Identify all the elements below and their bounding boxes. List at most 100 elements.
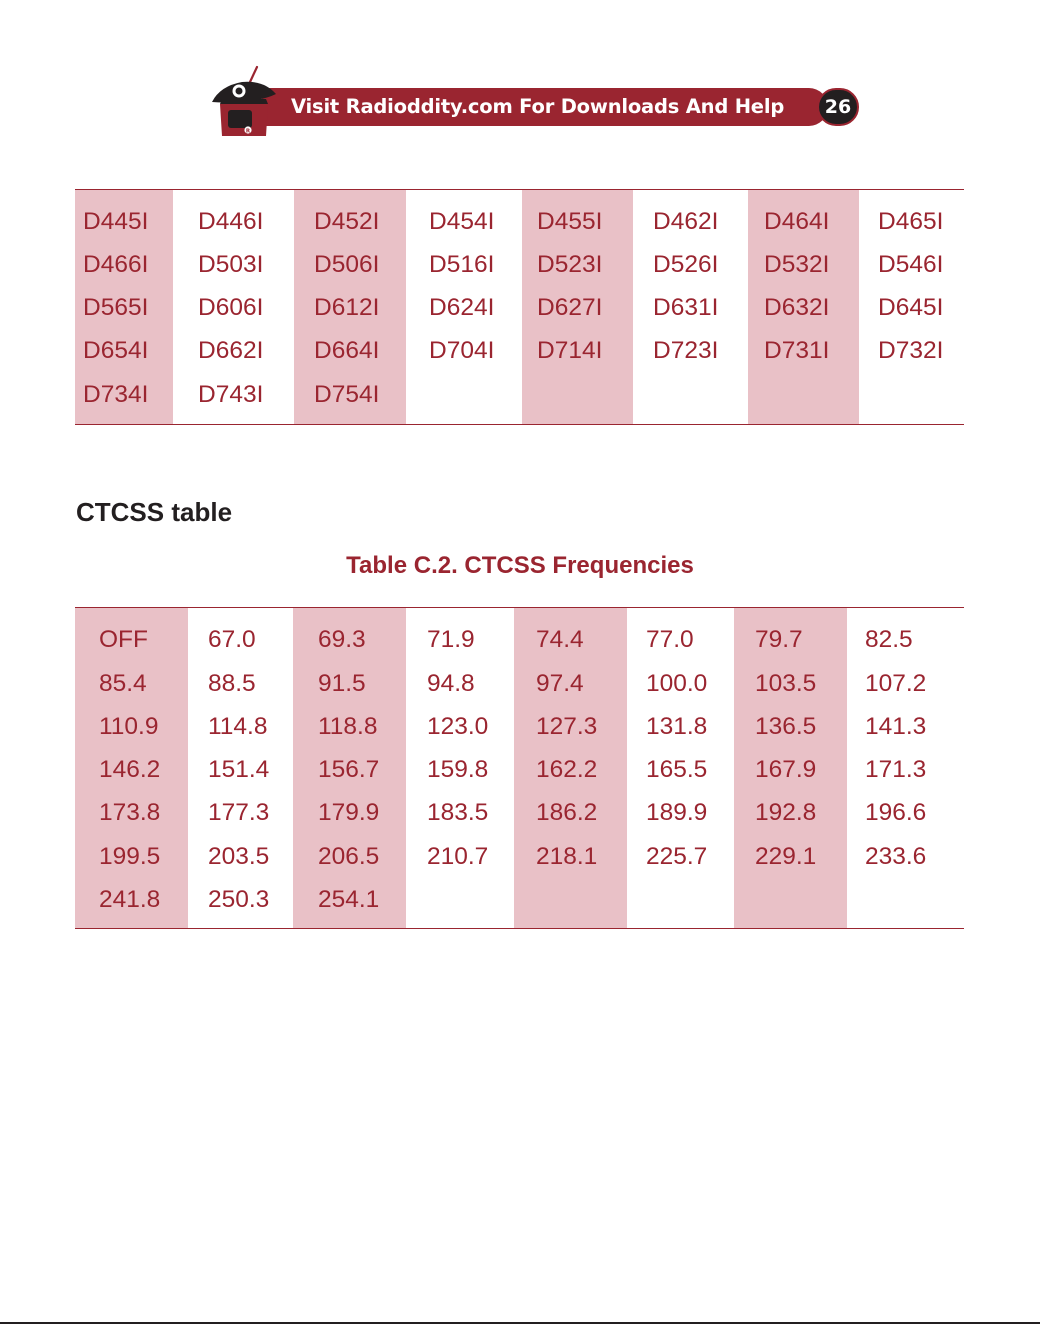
table-cell: 71.9 [427,626,475,653]
table-cell: 127.3 [536,713,598,740]
table-column: D445I D466I D565I D654I D734I [75,190,173,424]
table-column: 79.7 103.5 136.5 167.9 192.8 229.1 [734,608,847,928]
table-column: 74.4 97.4 127.3 162.2 186.2 218.1 [514,608,627,928]
table-cell: D503I [198,251,264,278]
table-cell: D731I [764,337,830,364]
table-cell: D754I [314,381,380,408]
table-cell: 167.9 [755,756,817,783]
table-cell: D624I [429,294,495,321]
table-cell: D466I [83,251,149,278]
table-cell: 196.6 [865,799,927,826]
page-number-badge: 26 [817,88,859,126]
table-cell: 254.1 [318,886,380,913]
table-cell: D455I [537,208,603,235]
table-column: D446I D503I D606I D662I D743I [173,190,294,424]
table-cell: D612I [314,294,380,321]
table-cell: D523I [537,251,603,278]
table-cell: D662I [198,337,264,364]
table-column: 77.0 100.0 131.8 165.5 189.9 225.7 [627,608,734,928]
table-cell: 110.9 [99,713,159,740]
table-cell: D631I [653,294,719,321]
table-cell: 146.2 [99,756,161,783]
table-cell: 199.5 [99,843,161,870]
table-column: 82.5 107.2 141.3 171.3 196.6 233.6 [847,608,964,928]
section-title: CTCSS table [76,497,233,527]
table-cell: D654I [83,337,149,364]
table-cell: 74.4 [536,626,584,653]
table-cell: D446I [198,208,264,235]
table-cell: D462I [653,208,719,235]
table-cell: 103.5 [755,670,817,697]
table-cell: D714I [537,337,603,364]
table-column: D464I D532I D632I D731I [748,190,859,424]
table-cell: 241.8 [99,886,161,913]
table-cell: 100.0 [646,670,708,697]
table-cell: 136.5 [755,713,817,740]
table-column: D465I D546I D645I D732I [859,190,964,424]
table-column: D454I D516I D624I D704I [406,190,522,424]
svg-text:R: R [246,129,251,135]
table-cell: D532I [764,251,830,278]
table-cell: 131.8 [646,713,708,740]
table-cell: 173.8 [99,799,161,826]
table-cell: 206.5 [318,843,380,870]
table-cell: D445I [83,208,149,235]
table-column: D452I D506I D612I D664I D754I [294,190,406,424]
table-cell: D627I [537,294,603,321]
table-cell: D506I [314,251,380,278]
table-cell: D465I [878,208,944,235]
table-cell: 186.2 [536,799,598,826]
table-cell: 177.3 [208,799,270,826]
table-cell: 79.7 [755,626,803,653]
table-cell: 192.8 [755,799,817,826]
mascot-logo-icon: R [212,65,276,136]
table-column: 69.3 91.5 118.8 156.7 179.9 206.5 254.1 [293,608,406,928]
table-cell: 156.7 [318,756,380,783]
table-cell: 189.9 [646,799,708,826]
table-cell: 165.5 [646,756,708,783]
table-cell: D452I [314,208,380,235]
ctcss-frequency-table: OFF 85.4 110.9 146.2 173.8 199.5 241.8 6… [75,607,964,929]
table-cell: 85.4 [99,670,147,697]
table-cell: D454I [429,208,495,235]
table-cell: D743I [198,381,264,408]
table-cell: D516I [429,251,495,278]
table-cell: 69.3 [318,626,366,653]
table-cell: D723I [653,337,719,364]
table-cell: 162.2 [536,756,598,783]
table-cell: 97.4 [536,670,584,697]
page-header: R Visit Radioddity.com For Downloads And… [0,0,1040,150]
table-cell: 88.5 [208,670,256,697]
table-cell: 183.5 [427,799,489,826]
table-cell: 151.4 [208,756,270,783]
table-cell: 107.2 [865,670,927,697]
table-cell: 210.7 [427,843,489,870]
table-cell: 218.1 [536,843,598,870]
table-cell: 203.5 [208,843,270,870]
table-cell: D645I [878,294,944,321]
table-cell: 225.7 [646,843,708,870]
table-column: 67.0 88.5 114.8 151.4 177.3 203.5 250.3 [188,608,293,928]
table-cell: 233.6 [865,843,927,870]
table-cell: 171.3 [865,756,927,783]
table-cell: 229.1 [755,843,817,870]
table-cell: D704I [429,337,495,364]
banner-bar [262,88,828,126]
table-cell: D664I [314,337,380,364]
table-cell: 159.8 [427,756,489,783]
table-cell: 77.0 [646,626,694,653]
dcs-inverted-table: D445I D466I D565I D654I D734I D446I D503… [75,189,964,425]
table-cell: 91.5 [318,670,366,697]
page-bottom-edge [0,1322,1040,1324]
table-cell: D464I [764,208,830,235]
banner-text: Visit Radioddity.com For Downloads And H… [291,95,785,118]
table-cell: OFF [99,626,148,653]
table-column: 71.9 94.8 123.0 159.8 183.5 210.7 [406,608,514,928]
table-caption: Table C.2. CTCSS Frequencies [346,552,694,579]
table-cell: D632I [764,294,830,321]
table-cell: D606I [198,294,264,321]
table-cell: 82.5 [865,626,913,653]
table-column: D455I D523I D627I D714I [522,190,633,424]
table-cell: 179.9 [318,799,380,826]
table-cell: 114.8 [208,713,268,740]
